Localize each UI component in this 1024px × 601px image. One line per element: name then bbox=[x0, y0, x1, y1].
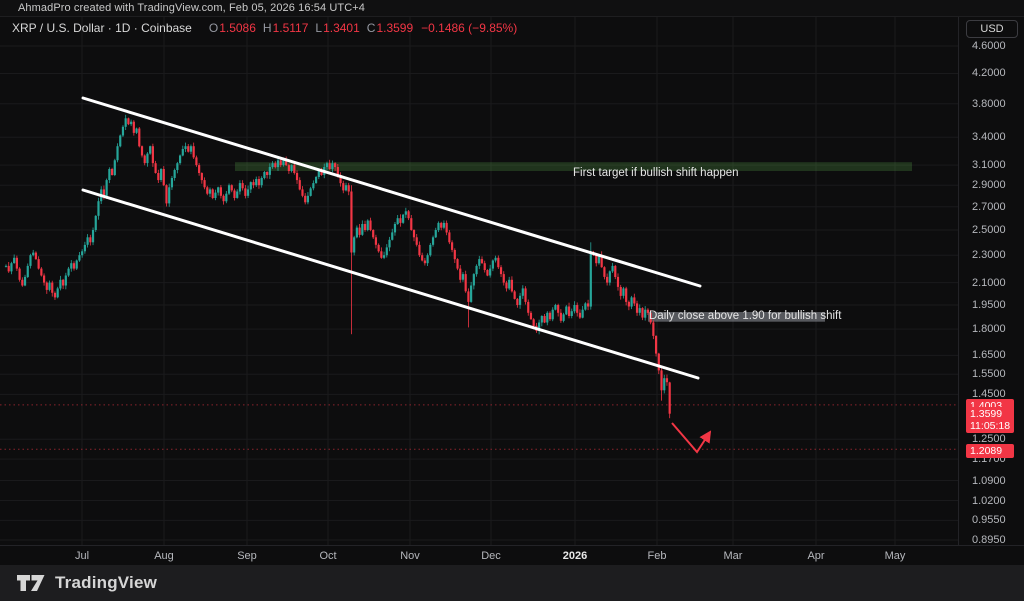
open-label: O bbox=[208, 21, 219, 35]
open-value: 1.5086 bbox=[219, 21, 256, 35]
price-tick-label: 1.4500 bbox=[972, 388, 1006, 400]
last-price-value: 1.3599 bbox=[970, 408, 1003, 420]
low-value: 1.3401 bbox=[323, 21, 360, 35]
projection-arrow[interactable] bbox=[671, 422, 712, 454]
price-tick-label: 4.2000 bbox=[972, 67, 1006, 79]
time-axis[interactable]: Jul Aug Sep Oct Nov Dec 2026 Feb Mar Apr May bbox=[0, 545, 1024, 565]
time-tick-label: Apr bbox=[807, 550, 825, 562]
time-tick-label: Mar bbox=[723, 550, 743, 562]
price-tick-label: 2.7000 bbox=[972, 201, 1006, 213]
high-label: H bbox=[262, 21, 272, 35]
time-tick-label: Jul bbox=[74, 550, 90, 562]
time-tick-label: May bbox=[884, 550, 906, 562]
brand-name[interactable]: TradingView bbox=[55, 573, 158, 592]
candlesticks bbox=[4, 114, 671, 419]
attribution-bar: AhmadPro created with TradingView.com, F… bbox=[0, 0, 1024, 17]
time-tick-label: Nov bbox=[400, 550, 420, 562]
price-tick-label: 3.8000 bbox=[972, 98, 1006, 110]
attribution-text: AhmadPro created with TradingView.com, F… bbox=[18, 2, 365, 14]
price-axis[interactable]: USD 1.4003 1.3599 11:05:18 1.2089 4.6000… bbox=[958, 17, 1024, 546]
chart-canvas[interactable] bbox=[0, 17, 958, 545]
price-tick-label: 2.5000 bbox=[972, 224, 1006, 236]
price-tick-label: 3.1000 bbox=[972, 159, 1006, 171]
time-tick-label: 2026 bbox=[562, 550, 588, 562]
last-price-label: 1.3599 11:05:18 bbox=[966, 407, 1015, 433]
price-tick-label: 2.1000 bbox=[972, 277, 1006, 289]
bar-countdown: 11:05:18 bbox=[970, 420, 1011, 432]
first-target-zone[interactable] bbox=[235, 162, 912, 171]
price-tick-label: 4.6000 bbox=[972, 40, 1006, 52]
time-tick-label: Dec bbox=[481, 550, 501, 562]
price-tick-label: 2.3000 bbox=[972, 249, 1006, 261]
channel-upper-trendline[interactable] bbox=[81, 96, 702, 288]
time-tick-label: Sep bbox=[237, 550, 257, 562]
high-value: 1.5117 bbox=[272, 21, 309, 35]
level-price-label: 1.2089 bbox=[966, 444, 1014, 458]
change-value: −0.1486 (−9.85%) bbox=[421, 21, 518, 35]
price-tick-label: 1.0200 bbox=[972, 495, 1006, 507]
price-tick-label: 1.5500 bbox=[972, 368, 1006, 380]
price-tick-label: 0.8950 bbox=[972, 534, 1006, 546]
close-label: C bbox=[366, 21, 376, 35]
close-value: 1.3599 bbox=[376, 21, 414, 35]
time-tick-label: Oct bbox=[319, 550, 337, 562]
time-tick-label: Feb bbox=[647, 550, 667, 562]
symbol-title[interactable]: XRP / U.S. Dollar · 1D · Coinbase bbox=[12, 21, 192, 35]
price-tick-label: 1.8000 bbox=[972, 323, 1006, 335]
time-tick-label: Aug bbox=[154, 550, 174, 562]
tradingview-logo-icon bbox=[17, 575, 45, 591]
chart-pane[interactable]: First target if bullish shift happen Dai… bbox=[0, 17, 958, 545]
price-tick-label: 0.9550 bbox=[972, 514, 1006, 526]
price-tick-label: 2.9000 bbox=[972, 179, 1006, 191]
price-tick-label: 1.2500 bbox=[972, 433, 1006, 445]
price-tick-label: 1.0900 bbox=[972, 475, 1006, 487]
currency-toggle-button[interactable]: USD bbox=[966, 20, 1018, 38]
annotation-daily-close[interactable]: Daily close above 1.90 for bullish shift bbox=[649, 310, 842, 322]
price-tick-label: 1.9500 bbox=[972, 299, 1006, 311]
low-label: L bbox=[315, 21, 323, 35]
bullish-shift-zone[interactable] bbox=[648, 312, 825, 322]
price-tick-label: 3.4000 bbox=[972, 131, 1006, 143]
channel-lower-trendline[interactable] bbox=[81, 188, 700, 380]
price-tick-label: 1.6500 bbox=[972, 349, 1006, 361]
chart-legend: XRP / U.S. Dollar · 1D · Coinbase O 1.50… bbox=[12, 21, 517, 35]
annotation-first-target[interactable]: First target if bullish shift happen bbox=[573, 167, 739, 179]
footer-brand-bar: TradingView bbox=[0, 565, 1024, 601]
